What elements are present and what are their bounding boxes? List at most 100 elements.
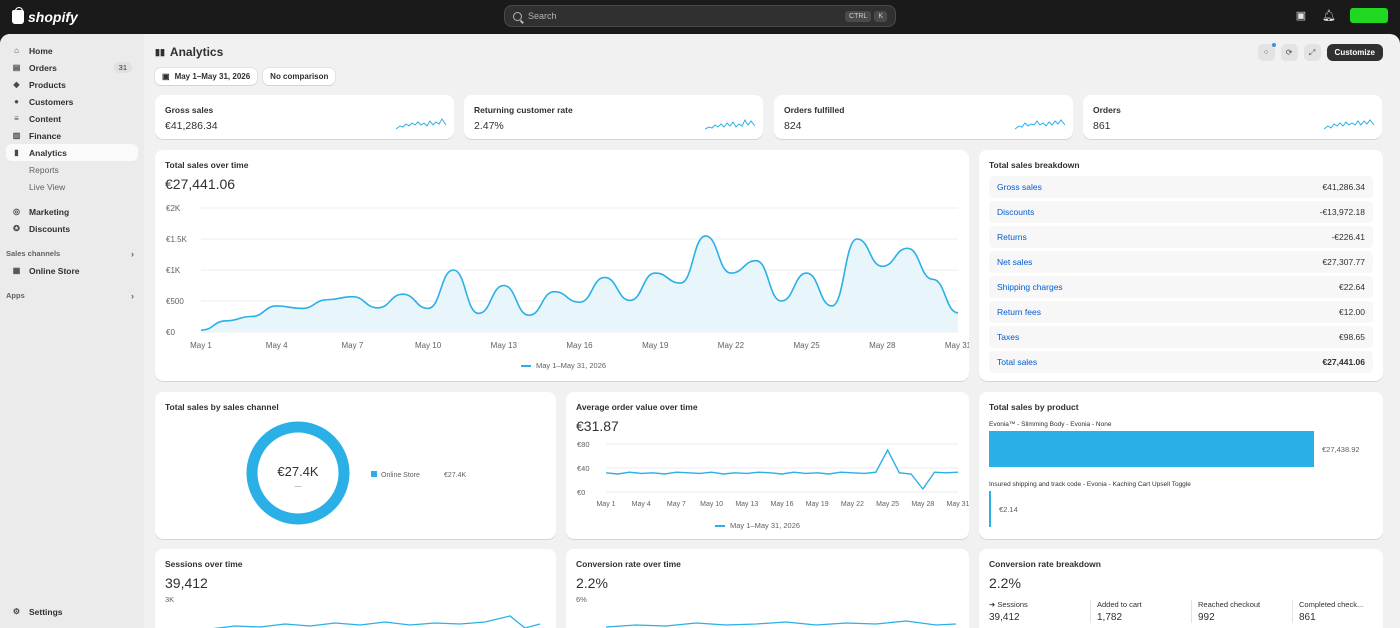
breakdown-label[interactable]: Return fees bbox=[997, 307, 1041, 317]
kpi-card-gross-sales[interactable]: Gross sales €41,286.34 bbox=[155, 95, 454, 139]
breakdown-row[interactable]: Returns -€226.41 bbox=[989, 226, 1373, 248]
sales-by-channel-card: Total sales by sales channel €27.4K — On… bbox=[155, 392, 556, 539]
bar-chart-icon: ▮ bbox=[14, 148, 19, 157]
shopify-bag-icon bbox=[12, 7, 24, 24]
bar-value-label: €27,438.92 bbox=[1322, 445, 1360, 454]
total-sales-breakdown-card: Total sales breakdown Gross sales €41,286… bbox=[979, 150, 1383, 381]
sparkline-line bbox=[1015, 119, 1065, 130]
refresh-icon-button[interactable]: ⟳ bbox=[1280, 43, 1298, 61]
sidebar-item-label: Live View bbox=[29, 181, 66, 192]
orders-icon: ▤ bbox=[12, 63, 21, 72]
search-bar[interactable]: Search CTRL K bbox=[504, 5, 896, 27]
store-icon[interactable]: ▣ bbox=[1295, 9, 1307, 22]
card-title: Total sales over time bbox=[165, 160, 249, 170]
y-tick-label: 6% bbox=[576, 595, 587, 604]
x-tick-label: May 19 bbox=[806, 501, 829, 508]
breakdown-row[interactable]: Net sales €27,307.77 bbox=[989, 251, 1373, 273]
y-tick-label: €2K bbox=[166, 204, 181, 213]
sidebar-item-content[interactable]: ≡ Content bbox=[6, 110, 138, 127]
card-title: Total sales breakdown bbox=[989, 160, 1080, 170]
breakdown-row[interactable]: Discounts -€13,972.18 bbox=[989, 201, 1373, 223]
y-tick-label: €500 bbox=[166, 297, 184, 306]
x-tick-label: May 31 bbox=[945, 341, 969, 350]
sidebar-item-label: Discounts bbox=[29, 223, 71, 234]
fullscreen-icon-button[interactable]: ⤢ bbox=[1303, 43, 1321, 61]
breakdown-label[interactable]: Total sales bbox=[997, 357, 1038, 367]
page-title: ▮▮ Analytics bbox=[155, 45, 223, 59]
conversion-chart[interactable]: 6% bbox=[566, 594, 969, 628]
sidebar-item-reports[interactable]: Reports bbox=[6, 161, 138, 178]
chart-legend: May 1–May 31, 2026 bbox=[715, 521, 800, 530]
sidebar-item-live-view[interactable]: Live View bbox=[6, 178, 138, 195]
breakdown-label[interactable]: Net sales bbox=[997, 257, 1033, 267]
sales-by-product-card: Total sales by product Evonia™ - Slimmin… bbox=[979, 392, 1383, 539]
card-title: Conversion rate breakdown bbox=[989, 559, 1101, 569]
kpi-card-returning-rate[interactable]: Returning customer rate 2.47% bbox=[464, 95, 763, 139]
x-tick-label: May 1 bbox=[190, 341, 212, 350]
sessions-line bbox=[212, 615, 541, 628]
live-icon-button[interactable]: ⁘ bbox=[1257, 42, 1276, 61]
breakdown-value: -€13,972.18 bbox=[1319, 207, 1365, 217]
kpi-value: 824 bbox=[784, 120, 802, 132]
sales-series-line bbox=[200, 235, 959, 331]
legend-swatch bbox=[521, 364, 531, 367]
store-avatar[interactable] bbox=[1350, 8, 1388, 23]
sparkline bbox=[1015, 119, 1065, 130]
breakdown-row[interactable]: Return fees €12.00 bbox=[989, 301, 1373, 323]
kpi-card-orders-fulfilled[interactable]: Orders fulfilled 824 bbox=[774, 95, 1073, 139]
bell-icon[interactable]: 🔔︎ bbox=[1322, 9, 1336, 22]
breakdown-label[interactable]: Discounts bbox=[997, 207, 1035, 217]
card-title: Average order value over time bbox=[576, 402, 698, 412]
kpi-card-orders[interactable]: Orders 861 bbox=[1083, 95, 1382, 139]
sidebar-item-discounts[interactable]: ✪ Discounts bbox=[6, 220, 138, 237]
x-tick-label: May 25 bbox=[876, 501, 899, 508]
x-tick-label: May 1 bbox=[596, 501, 615, 508]
breakdown-row[interactable]: Total sales €27,441.06 bbox=[989, 351, 1373, 373]
breakdown-value: €98.65 bbox=[1339, 332, 1365, 342]
breakdown-row[interactable]: Shipping charges €22.64 bbox=[989, 276, 1373, 298]
conversion-column-label: Added to cart bbox=[1097, 600, 1190, 609]
apps-section[interactable]: Apps › bbox=[6, 287, 138, 304]
aov-chart[interactable]: €0 €40 €80 May 1 May 4 May 7 May 10 May 13 May 1… bbox=[566, 438, 969, 518]
sales-channels-section[interactable]: Sales channels › bbox=[6, 245, 138, 262]
sidebar-item-customers[interactable]: ● Customers bbox=[6, 93, 138, 110]
sidebar-item-settings[interactable]: ⚙ Settings bbox=[6, 603, 138, 620]
breakdown-label[interactable]: Gross sales bbox=[997, 182, 1042, 192]
label-text: Completed check... bbox=[1299, 600, 1364, 609]
donut-chart[interactable]: €27.4K — Online Store €27.4K bbox=[155, 392, 556, 539]
gear-icon: ⚙ bbox=[12, 607, 21, 616]
bar-category-label: Insured shipping and track code - Evonia… bbox=[989, 481, 1191, 488]
label-text: Reached checkout bbox=[1198, 600, 1261, 609]
card-big-value: 2.2% bbox=[989, 575, 1021, 591]
card-title: Total sales by sales channel bbox=[165, 402, 279, 412]
shopify-logo[interactable]: shopify bbox=[12, 7, 78, 25]
breakdown-label[interactable]: Taxes bbox=[997, 332, 1020, 342]
sidebar-item-label: Marketing bbox=[29, 206, 70, 217]
sparkline bbox=[705, 118, 755, 130]
sparkline bbox=[396, 118, 446, 130]
target-icon: ◎ bbox=[13, 207, 20, 216]
sidebar-item-orders[interactable]: ▤ Orders 31 bbox=[6, 59, 138, 76]
person-icon: ● bbox=[14, 97, 19, 106]
breakdown-label[interactable]: Shipping charges bbox=[997, 282, 1063, 292]
breakdown-row[interactable]: Taxes €98.65 bbox=[989, 326, 1373, 348]
sidebar-item-finance[interactable]: ▥ Finance bbox=[6, 127, 138, 144]
sidebar-item-online-store[interactable]: ▦ Online Store bbox=[6, 262, 138, 279]
product-bar-chart[interactable]: Evonia™ - Slimming Body - Evonia - None €… bbox=[979, 418, 1383, 538]
sessions-card: Sessions over time 39,412 3K bbox=[155, 549, 556, 628]
date-range-picker[interactable]: ▣ May 1–May 31, 2026 bbox=[155, 68, 258, 85]
keyboard-shortcut: CTRL K bbox=[845, 10, 887, 22]
card-big-value: 39,412 bbox=[165, 575, 208, 591]
breakdown-label[interactable]: Returns bbox=[997, 232, 1027, 242]
sidebar-item-marketing[interactable]: ◎ Marketing bbox=[6, 203, 138, 220]
sidebar-item-products[interactable]: ◆ Products bbox=[6, 76, 138, 93]
legend-swatch bbox=[371, 471, 377, 477]
breakdown-row[interactable]: Gross sales €41,286.34 bbox=[989, 176, 1373, 198]
customize-button[interactable]: Customize bbox=[1326, 43, 1383, 61]
sidebar-item-analytics[interactable]: ▮ Analytics bbox=[6, 144, 138, 161]
sidebar-item-home[interactable]: ⌂ Home bbox=[6, 42, 138, 59]
total-sales-chart[interactable]: €0 €500 €1K €1.5K €2K May 1 May 4 May 7 May 10 Ma… bbox=[155, 196, 969, 376]
comparison-picker[interactable]: No comparison bbox=[263, 68, 336, 85]
sessions-chart[interactable]: 3K bbox=[155, 594, 556, 628]
page-title-text: Analytics bbox=[169, 45, 224, 59]
